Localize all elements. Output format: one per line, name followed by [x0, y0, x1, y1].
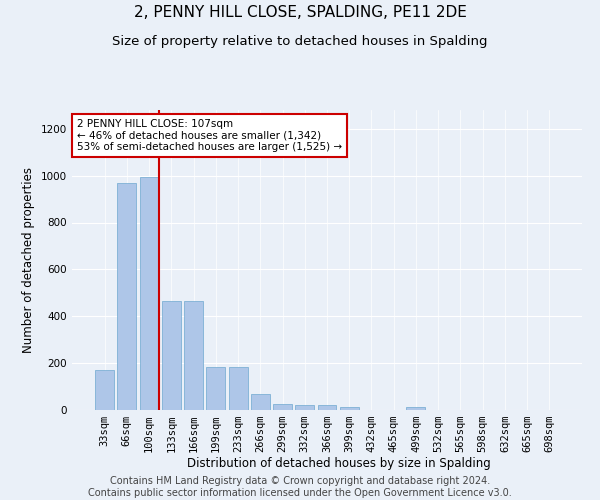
Bar — [229, 367, 248, 410]
Bar — [118, 184, 136, 410]
Bar — [162, 300, 181, 410]
Bar — [295, 405, 314, 410]
Bar — [251, 394, 270, 410]
Bar — [140, 177, 158, 410]
Text: Contains HM Land Registry data © Crown copyright and database right 2024.
Contai: Contains HM Land Registry data © Crown c… — [88, 476, 512, 498]
Text: Size of property relative to detached houses in Spalding: Size of property relative to detached ho… — [112, 35, 488, 48]
Bar — [273, 404, 292, 410]
Bar — [406, 407, 425, 410]
Bar — [206, 367, 225, 410]
Text: Distribution of detached houses by size in Spalding: Distribution of detached houses by size … — [187, 457, 491, 470]
Bar — [340, 407, 359, 410]
Text: 2, PENNY HILL CLOSE, SPALDING, PE11 2DE: 2, PENNY HILL CLOSE, SPALDING, PE11 2DE — [134, 5, 466, 20]
Y-axis label: Number of detached properties: Number of detached properties — [22, 167, 35, 353]
Text: 2 PENNY HILL CLOSE: 107sqm
← 46% of detached houses are smaller (1,342)
53% of s: 2 PENNY HILL CLOSE: 107sqm ← 46% of deta… — [77, 119, 342, 152]
Bar — [95, 370, 114, 410]
Bar — [317, 406, 337, 410]
Bar — [184, 300, 203, 410]
